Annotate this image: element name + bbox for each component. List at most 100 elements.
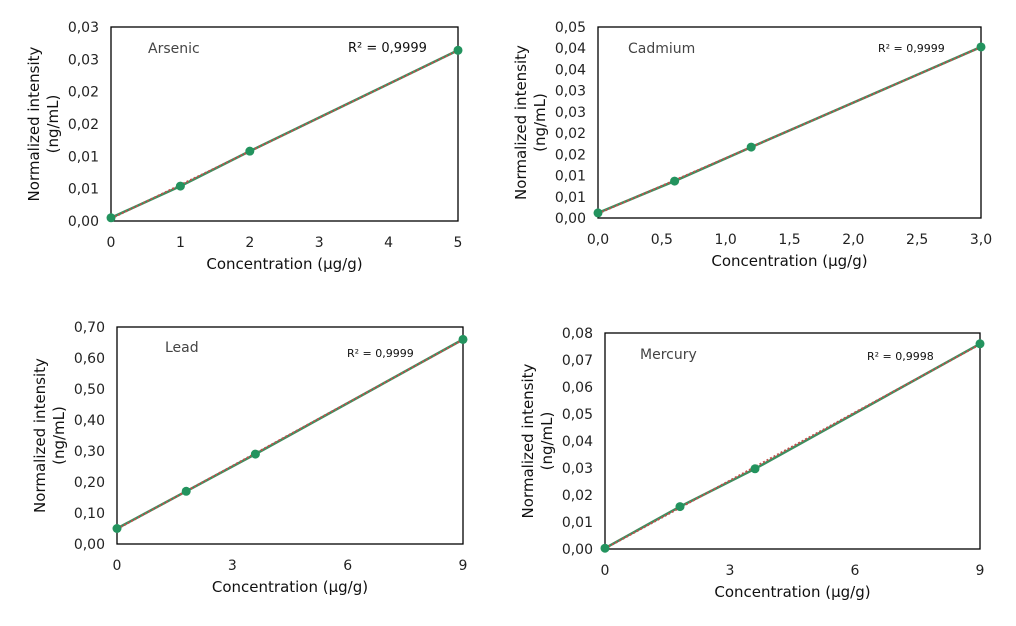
data-point <box>746 142 756 152</box>
y-tick-label: 0,02 <box>555 147 586 163</box>
y-tick-label: 0,00 <box>555 211 586 227</box>
series-line <box>604 342 981 550</box>
y-tick-label: 0,00 <box>74 537 105 553</box>
element-name-label: Mercury <box>640 347 697 363</box>
data-point <box>593 208 603 218</box>
data-point <box>750 464 760 474</box>
element-name-label: Lead <box>165 340 199 356</box>
y-tick-label: 0,02 <box>562 488 593 504</box>
x-tick-label: 5 <box>454 235 463 251</box>
x-tick-label: 0,0 <box>587 232 609 248</box>
y-tick-label: 0,02 <box>68 85 99 101</box>
subplot-mercury: 0,00 0,01 0,02 0,03 0,04 0,05 0,06 0,07 0,08 0 3 6 9… <box>519 326 985 601</box>
plot-area <box>116 326 464 545</box>
x-axis-label: Concentration (µg/g) <box>711 252 867 270</box>
x-tick-label: 3 <box>315 235 324 251</box>
element-name-label: Cadmium <box>628 41 695 57</box>
trendline <box>110 49 459 220</box>
data-point <box>112 524 122 533</box>
x-tick-label: 1,5 <box>778 232 800 248</box>
x-tick-label: 9 <box>459 558 468 574</box>
y-tick-label: 0,04 <box>562 434 593 450</box>
y-tick-label: 0,10 <box>74 506 105 522</box>
y-tick-label: 0,05 <box>555 20 586 36</box>
y-tick-label: 0,03 <box>555 105 586 121</box>
x-tick-label: 3 <box>726 563 735 579</box>
data-point <box>453 45 463 55</box>
x-tick-label: 0,5 <box>651 232 673 248</box>
y-tick-label: 0,02 <box>555 126 586 142</box>
data-point <box>245 146 255 156</box>
y-tick-label: 0,00 <box>562 542 593 558</box>
x-tick-label: 0 <box>107 235 116 251</box>
y-tick-label: 0,01 <box>68 182 99 198</box>
trendline <box>604 343 981 550</box>
x-axis-label: Concentration (µg/g) <box>206 255 362 273</box>
subplot-lead: 0,00 0,10 0,20 0,30 0,40 0,50 0,60 0,70 0 3 6 9 Conc… <box>31 320 468 596</box>
y-tick-label: 0,30 <box>74 444 105 460</box>
data-point <box>181 486 191 496</box>
y-axis-label-unit: (ng/mL) <box>531 93 549 152</box>
x-tick-label: 9 <box>976 563 985 579</box>
plot-area <box>604 332 981 550</box>
x-tick-label: 1,0 <box>715 232 737 248</box>
x-axis-label: Concentration (µg/g) <box>212 578 368 596</box>
x-tick-label: 6 <box>851 563 860 579</box>
y-tick-label: 0,01 <box>562 515 593 531</box>
subplot-cadmium: 0,00 0,01 0,01 0,02 0,02 0,03 0,03 0,04 0,04 0,05… <box>512 20 992 270</box>
y-tick-label: 0,07 <box>562 353 593 369</box>
x-tick-label: 0 <box>113 558 122 574</box>
y-tick-label: 0,03 <box>68 52 99 68</box>
y-tick-label: 0,01 <box>555 169 586 185</box>
data-point <box>670 176 680 186</box>
y-tick-label: 0,01 <box>68 149 99 165</box>
y-tick-label: 0,05 <box>562 407 593 423</box>
data-point <box>675 502 685 512</box>
y-axis-label-unit: (ng/mL) <box>50 406 68 465</box>
y-tick-label: 0,02 <box>68 117 99 133</box>
data-point <box>250 449 260 459</box>
element-name-label: Arsenic <box>148 41 200 57</box>
y-tick-label: 0,08 <box>562 326 593 342</box>
y-tick-label: 0,20 <box>74 475 105 491</box>
data-point <box>976 42 986 52</box>
y-tick-label: 0,00 <box>68 214 99 230</box>
y-tick-label: 0,03 <box>68 20 99 36</box>
y-axis-label-unit: (ng/mL) <box>44 95 62 154</box>
y-tick-label: 0,04 <box>555 41 586 57</box>
plot-area <box>110 26 459 222</box>
y-tick-label: 0,06 <box>562 380 593 396</box>
y-tick-label: 0,60 <box>74 351 105 367</box>
y-tick-label: 0,04 <box>555 62 586 78</box>
r-squared-label: R² = 0,9999 <box>878 42 945 55</box>
subplot-arsenic: 0,00 0,01 0,01 0,02 0,02 0,03 0,03 0 1 2 3 4 5 Concen… <box>25 20 463 273</box>
y-tick-label: 0,70 <box>74 320 105 336</box>
data-point <box>458 334 468 344</box>
y-axis-label-unit: (ng/mL) <box>538 412 556 471</box>
y-axis-label: Normalized intensity <box>25 46 43 201</box>
x-tick-label: 2,5 <box>906 232 928 248</box>
x-tick-label: 3 <box>228 558 237 574</box>
y-tick-label: 0,03 <box>555 84 586 100</box>
x-tick-label: 3,0 <box>970 232 992 248</box>
x-tick-label: 2,0 <box>842 232 864 248</box>
y-axis-label: Normalized intensity <box>519 363 537 518</box>
series-line <box>116 338 464 530</box>
r-squared-label: R² = 0,9999 <box>347 347 414 360</box>
y-tick-label: 0,50 <box>74 382 105 398</box>
x-tick-label: 6 <box>343 558 352 574</box>
x-tick-label: 0 <box>601 563 610 579</box>
trendline <box>597 46 982 215</box>
y-axis-label: Normalized intensity <box>512 45 530 200</box>
y-tick-label: 0,03 <box>562 461 593 477</box>
data-point <box>600 543 610 553</box>
x-tick-label: 1 <box>176 235 185 251</box>
data-point <box>106 213 116 223</box>
y-tick-label: 0,40 <box>74 413 105 429</box>
data-point <box>975 339 985 349</box>
x-axis-label: Concentration (µg/g) <box>714 583 870 601</box>
y-axis-label: Normalized intensity <box>31 358 49 513</box>
y-tick-label: 0,01 <box>555 190 586 206</box>
plot-area <box>597 26 982 219</box>
